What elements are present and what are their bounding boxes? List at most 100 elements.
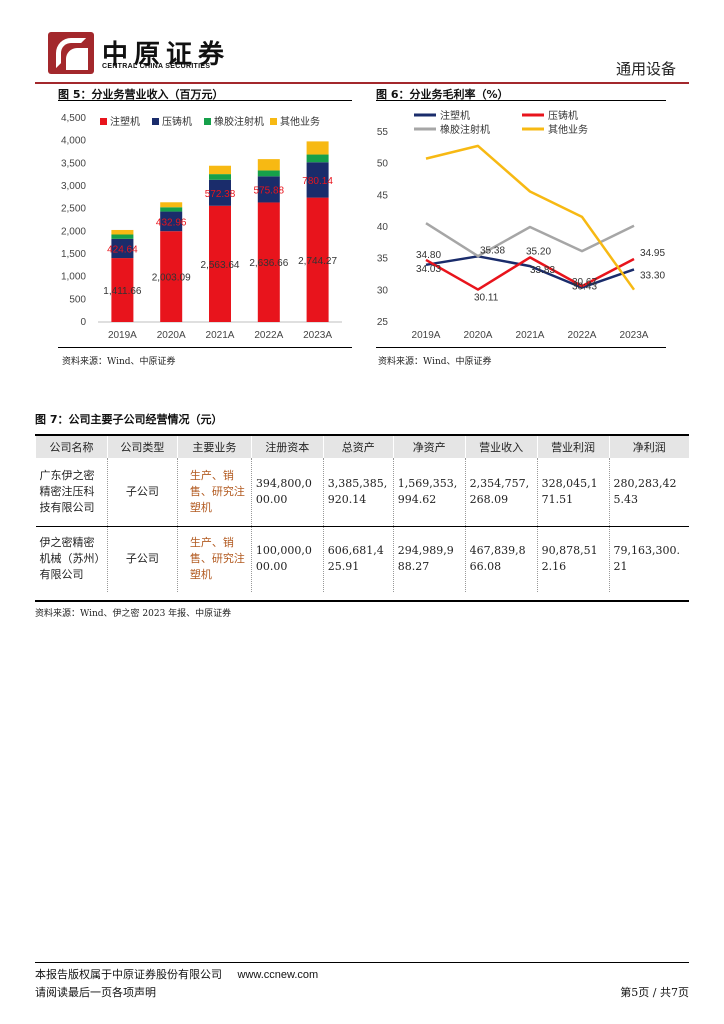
- table-row: 伊之密精密机械（苏州）有限公司 子公司 生产、销售、研究注塑机 100,000,…: [36, 526, 689, 592]
- col-header: 营业利润: [536, 436, 610, 458]
- fig5-source: 资料来源：Wind、中原证券: [62, 357, 176, 367]
- col-header: 公司类型: [106, 436, 178, 458]
- y-tick-label: 30: [377, 285, 389, 296]
- gross-margin-line-chart: 25 30 35 40 45 50 55 2019A 2020A 2021A 2022A 2023A 3…: [377, 109, 666, 341]
- data-label: 2,636.66: [249, 258, 288, 269]
- footer-disclaimer: 请阅读最后一页各项声明: [35, 986, 156, 999]
- bar-segment: [209, 174, 231, 180]
- bar-segment: [209, 205, 231, 322]
- revenue-bar-chart: 0 500 1,000 1,500 2,000 2,500 3,000 3,500 4,000 4…: [61, 113, 342, 341]
- data-label: 2,563.64: [201, 260, 240, 271]
- y-tick-label: 3,000: [61, 181, 86, 192]
- logo-english-text: CENTRAL CHINA SECURITIES: [102, 63, 211, 70]
- series-line: [425, 255, 635, 289]
- legend-swatch: [100, 118, 107, 125]
- fig5-title-rule: [58, 100, 352, 101]
- data-label: 1,411.66: [103, 286, 142, 297]
- legend-label: 橡胶注射机: [214, 115, 264, 128]
- table-cell: 子公司: [106, 526, 178, 592]
- legend-label: 注塑机: [110, 115, 140, 128]
- y-tick-label: 1,000: [61, 272, 86, 283]
- y-tick-label: 2,000: [61, 226, 86, 237]
- bar-segment: [111, 258, 134, 322]
- col-header: 总资产: [322, 436, 394, 458]
- col-header: 公司名称: [35, 436, 108, 458]
- y-tick-label: 45: [377, 190, 389, 201]
- data-label: 35.38: [480, 245, 505, 256]
- data-label: 30.43: [572, 282, 597, 293]
- legend-label: 其他业务: [280, 115, 320, 128]
- bar-segment: [209, 165, 231, 175]
- legend-swatch: [204, 118, 211, 125]
- sector-label: 通用设备: [615, 60, 676, 78]
- table-cell: 1,569,353,994.62: [392, 458, 466, 527]
- footer-copyright: 本报告版权属于中原证券股份有限公司: [35, 968, 222, 981]
- table-cell: 394,800,000.00: [250, 458, 324, 527]
- legend-label: 其他业务: [548, 123, 588, 136]
- fig5-bottom-rule: [58, 347, 352, 348]
- bar-segment: [209, 179, 231, 206]
- table-cell: 606,681,425.91: [322, 526, 394, 592]
- table-cell: 467,839,866.08: [464, 526, 538, 592]
- footer-divider: [35, 962, 689, 963]
- y-tick-label: 4,000: [61, 136, 86, 147]
- legend-swatch: [152, 118, 159, 125]
- legend-label: 压铸机: [548, 109, 578, 122]
- x-tick-label: 2019A: [412, 330, 441, 341]
- fig7-source: 资料来源：Wind、伊之密 2023 年报、中原证券: [35, 609, 232, 619]
- table-bottom-rule: [35, 600, 689, 602]
- table-cell: 100,000,000.00: [250, 526, 324, 592]
- bar-segment: [111, 238, 134, 259]
- table-cell: 伊之密精密机械（苏州）有限公司: [39, 536, 101, 582]
- bar-segment: [306, 141, 329, 155]
- table-cell: 3,385,385,920.14: [322, 458, 394, 527]
- bar-segment: [160, 231, 183, 322]
- table-header-row: 公司名称 公司类型 主要业务 注册资本 总资产 净资产 营业收入 营业利润 净利…: [35, 436, 689, 458]
- data-label: 34.95: [640, 248, 665, 259]
- table-cell: 294,989,988.27: [392, 526, 466, 592]
- bar-segment: [257, 202, 280, 322]
- company-logo-icon: [48, 32, 94, 74]
- legend-label: 注塑机: [440, 109, 470, 122]
- legend-label: 橡胶注射机: [440, 123, 490, 136]
- y-tick-label: 50: [377, 159, 389, 170]
- y-tick-label: 25: [377, 317, 389, 328]
- bar-segment: [306, 162, 329, 198]
- x-tick-label: 2021A: [206, 330, 235, 341]
- data-label: 35.20: [526, 246, 551, 257]
- data-label: 424.64: [107, 244, 138, 255]
- x-tick-label: 2022A: [568, 330, 597, 341]
- series-line: [425, 256, 635, 291]
- table-top-rule: [35, 434, 689, 436]
- subsidiary-table: 公司名称 公司类型 主要业务 注册资本 总资产 净资产 营业收入 营业利润 净利…: [35, 436, 689, 592]
- table-cell: 生产、销售、研究注塑机: [176, 526, 252, 592]
- fig7-title: 图 7：公司主要子公司经营情况（元）: [35, 413, 223, 426]
- fig6-bottom-rule: [376, 347, 666, 348]
- x-tick-label: 2021A: [516, 330, 545, 341]
- data-label: 33.83: [530, 265, 555, 276]
- x-tick-label: 2019A: [108, 330, 137, 341]
- fig6-title: 图 6：分业务毛利率（%）: [376, 88, 509, 101]
- bar-segment: [160, 207, 183, 212]
- data-label: 780.14: [302, 176, 333, 187]
- table-cell: 2,354,757,268.09: [464, 458, 538, 527]
- col-header: 注册资本: [250, 436, 324, 458]
- col-header: 营业收入: [464, 436, 538, 458]
- logo-chinese-text: 中原证券: [102, 40, 231, 70]
- y-tick-label: 500: [69, 294, 86, 305]
- bar-segment: [160, 211, 183, 232]
- bar-segment: [111, 229, 134, 235]
- data-label: 432.96: [156, 217, 187, 228]
- bar-segment: [111, 234, 134, 239]
- y-tick-label: 3,500: [61, 158, 86, 169]
- table-cell: 90,878,512.16: [536, 526, 610, 592]
- x-tick-label: 2023A: [620, 330, 649, 341]
- table-cell: 子公司: [106, 458, 178, 527]
- col-header: 净资产: [392, 436, 466, 458]
- footer-url-link[interactable]: www.ccnew.com: [237, 969, 319, 981]
- table-cell: 生产、销售、研究注塑机: [176, 458, 252, 527]
- data-label: 34.80: [416, 250, 441, 261]
- page-header: 中原证券 CENTRAL CHINA SECURITIES 通用设备: [0, 0, 724, 84]
- fig6-source: 资料来源：Wind、中原证券: [378, 357, 492, 367]
- series-line: [425, 144, 636, 291]
